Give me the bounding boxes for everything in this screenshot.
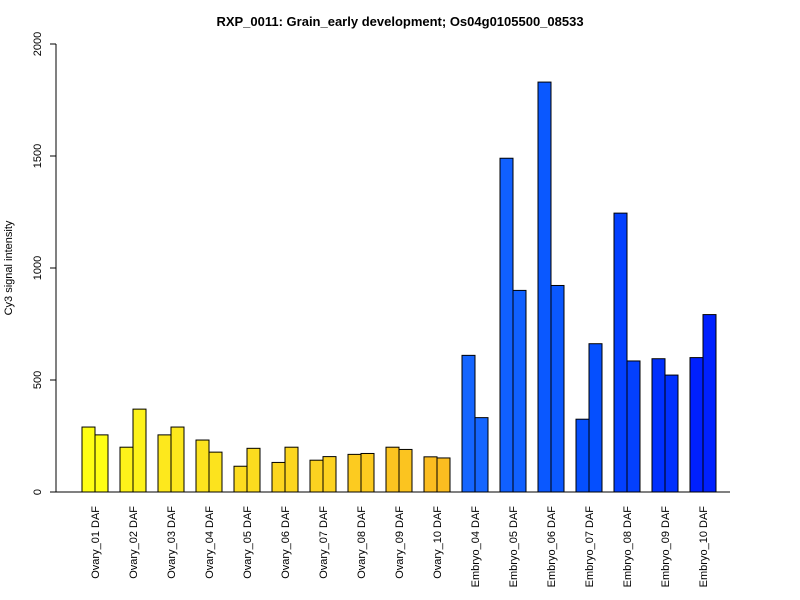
bar-1-13 [537,81,552,493]
bar-1-10 [423,456,438,493]
bar-2-10 [436,457,451,493]
bar-1-7 [309,459,324,493]
bar-1-9 [385,446,400,493]
x-tick-label: Ovary_03 DAF [166,506,178,579]
bar-1-1 [81,426,96,493]
y-axis-label: Cy3 signal intensity [3,220,15,315]
y-tick-label: 2000 [32,32,44,56]
bar-1-11 [461,354,476,493]
bar-2-14 [588,343,603,493]
bar-2-16 [664,374,679,493]
bar-2-13 [550,284,565,493]
bar-1-2 [119,446,134,493]
bar-1-16 [651,358,666,493]
y-tick-label: 1000 [32,256,44,280]
bar-2-2 [132,408,147,493]
x-tick-label: Ovary_10 DAF [432,506,444,579]
x-tick-label: Embryo_08 DAF [622,506,634,588]
bar-2-17 [702,314,717,493]
bar-2-15 [626,360,641,493]
x-tick-label: Embryo_04 DAF [470,506,482,588]
plot-area [81,81,717,493]
bar-2-11 [474,417,489,493]
bar-2-7 [322,456,337,493]
y-axis: 0 500 1000 1500 2000 [32,32,57,495]
x-tick-label: Ovary_02 DAF [128,506,140,579]
bar-2-12 [512,289,527,493]
bar-1-14 [575,418,590,493]
x-tick-label: Embryo_07 DAF [584,506,596,588]
bar-2-5 [246,447,261,493]
x-tick-label: Ovary_05 DAF [242,506,254,579]
bar-1-12 [499,157,514,493]
bar-2-1 [94,434,109,493]
bar-2-6 [284,446,299,493]
y-tick-label: 1500 [32,144,44,168]
y-tick-label: 0 [32,489,44,495]
chart-title: RXP_0011: Grain_early development; Os04g… [216,14,583,29]
bar-2-8 [360,452,375,493]
bar-2-9 [398,448,413,493]
x-tick-label: Ovary_01 DAF [90,506,102,579]
bar-1-15 [613,212,628,493]
x-tick-label: Ovary_08 DAF [356,506,368,579]
bar-1-5 [233,465,248,493]
x-tick-label: Ovary_04 DAF [204,506,216,579]
x-tick-label: Embryo_09 DAF [660,506,672,588]
x-tick-label: Embryo_06 DAF [546,506,558,588]
bar-1-3 [157,434,172,493]
bar-2-3 [170,426,185,493]
x-tick-label: Embryo_10 DAF [698,506,710,588]
bar-1-17 [689,357,704,493]
x-tick-label: Embryo_05 DAF [508,506,520,588]
bar-1-8 [347,453,362,493]
x-axis: Ovary_01 DAF Ovary_02 DAF Ovary_03 DAF Ovar… [56,491,730,588]
y-tick-label: 500 [32,371,44,389]
x-tick-label: Ovary_07 DAF [318,506,330,579]
x-tick-label: Ovary_06 DAF [280,506,292,579]
x-tick-label: Ovary_09 DAF [394,506,406,579]
bar-2-4 [208,451,223,493]
bar-1-6 [271,461,286,493]
bar-1-4 [195,439,210,493]
